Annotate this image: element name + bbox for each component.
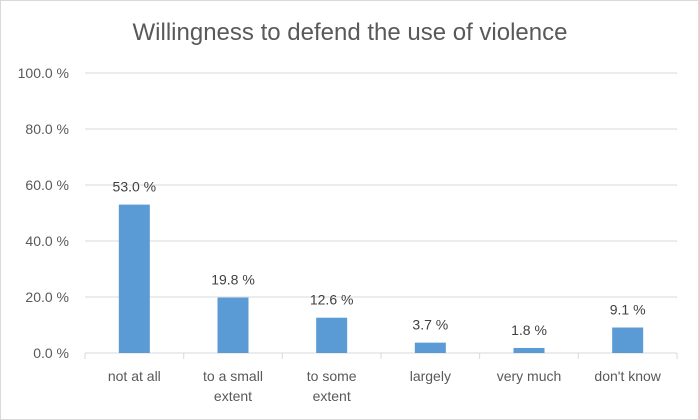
- bar: [316, 317, 348, 353]
- bar: [513, 347, 545, 353]
- data-label: 1.8 %: [511, 322, 547, 338]
- y-axis-ticks: 0.0 % 20.0 % 40.0 % 60.0 % 80.0 % 100.0 %: [18, 65, 69, 361]
- y-tick-label: 60.0 %: [25, 177, 69, 193]
- y-tick-label: 80.0 %: [25, 121, 69, 137]
- category-label: don't know: [594, 368, 661, 384]
- data-label: 9.1 %: [610, 302, 646, 318]
- data-label: 3.7 %: [412, 317, 448, 333]
- bar: [118, 204, 150, 353]
- x-axis-categories: not at all to a small extent to some extent l…: [108, 368, 662, 404]
- category-label: to some extent: [307, 368, 357, 404]
- y-tick-label: 20.0 %: [25, 289, 69, 305]
- bar: [414, 342, 446, 353]
- y-tick-label: 100.0 %: [18, 65, 69, 81]
- y-tick-label: 40.0 %: [25, 233, 69, 249]
- bar: [612, 327, 644, 353]
- data-labels: 53.0 % 19.8 % 12.6 % 3.7 % 1.8 % 9.1 %: [113, 179, 646, 338]
- category-label: to a small extent: [203, 368, 263, 404]
- y-tick-label: 0.0 %: [33, 345, 69, 361]
- chart-title: Willingness to defend the use of violenc…: [133, 19, 568, 46]
- gridlines: [84, 72, 678, 359]
- category-label: not at all: [108, 368, 161, 384]
- data-label: 53.0 %: [113, 179, 157, 195]
- category-label: largely: [410, 368, 451, 384]
- data-label: 12.6 %: [310, 292, 354, 308]
- data-label: 19.8 %: [211, 272, 255, 288]
- category-label: very much: [497, 368, 562, 384]
- bar: [217, 297, 249, 353]
- bars: [118, 204, 644, 353]
